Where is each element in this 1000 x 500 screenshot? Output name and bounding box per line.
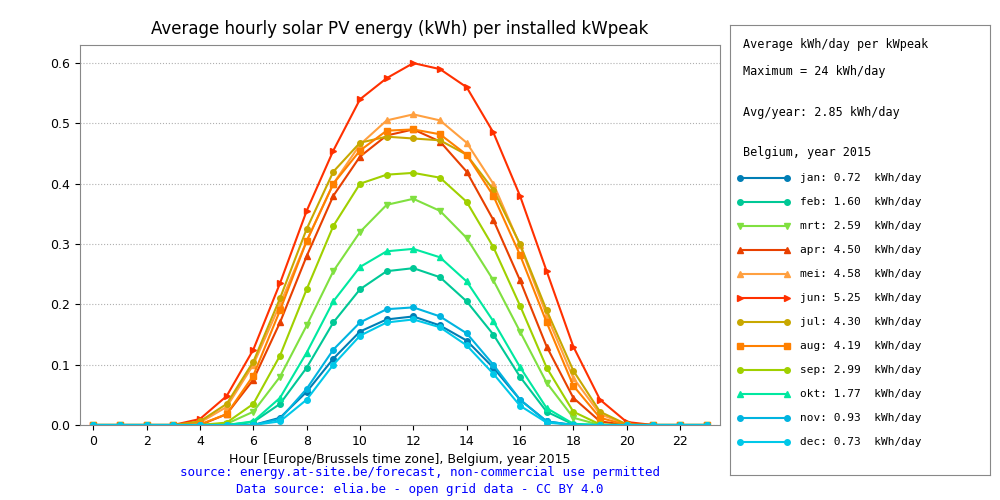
Text: Data source: elia.be - open grid data - CC BY 4.0: Data source: elia.be - open grid data - … [236, 482, 604, 496]
Text: Avg/year: 2.85 kWh/day: Avg/year: 2.85 kWh/day [743, 106, 900, 119]
Text: dec: 0.73  kWh/day: dec: 0.73 kWh/day [800, 437, 922, 447]
Title: Average hourly solar PV energy (kWh) per installed kWpeak: Average hourly solar PV energy (kWh) per… [151, 20, 649, 38]
Text: okt: 1.77  kWh/day: okt: 1.77 kWh/day [800, 389, 922, 399]
Text: source: energy.at-site.be/forecast, non-commercial use permitted: source: energy.at-site.be/forecast, non-… [180, 466, 660, 479]
X-axis label: Hour [Europe/Brussels time zone], Belgium, year 2015: Hour [Europe/Brussels time zone], Belgiu… [229, 454, 571, 466]
Text: jul: 4.30  kWh/day: jul: 4.30 kWh/day [800, 317, 922, 327]
Text: aug: 4.19  kWh/day: aug: 4.19 kWh/day [800, 341, 922, 351]
Text: nov: 0.93  kWh/day: nov: 0.93 kWh/day [800, 413, 922, 423]
Text: Belgium, year 2015: Belgium, year 2015 [743, 146, 871, 160]
Text: jun: 5.25  kWh/day: jun: 5.25 kWh/day [800, 293, 922, 303]
Text: Maximum = 24 kWh/day: Maximum = 24 kWh/day [743, 66, 886, 78]
Text: sep: 2.99  kWh/day: sep: 2.99 kWh/day [800, 365, 922, 375]
Text: apr: 4.50  kWh/day: apr: 4.50 kWh/day [800, 245, 922, 255]
Text: feb: 1.60  kWh/day: feb: 1.60 kWh/day [800, 197, 922, 207]
Text: mei: 4.58  kWh/day: mei: 4.58 kWh/day [800, 269, 922, 279]
Text: jan: 0.72  kWh/day: jan: 0.72 kWh/day [800, 173, 922, 183]
Text: mrt: 2.59  kWh/day: mrt: 2.59 kWh/day [800, 221, 922, 231]
Text: Average kWh/day per kWpeak: Average kWh/day per kWpeak [743, 38, 928, 52]
